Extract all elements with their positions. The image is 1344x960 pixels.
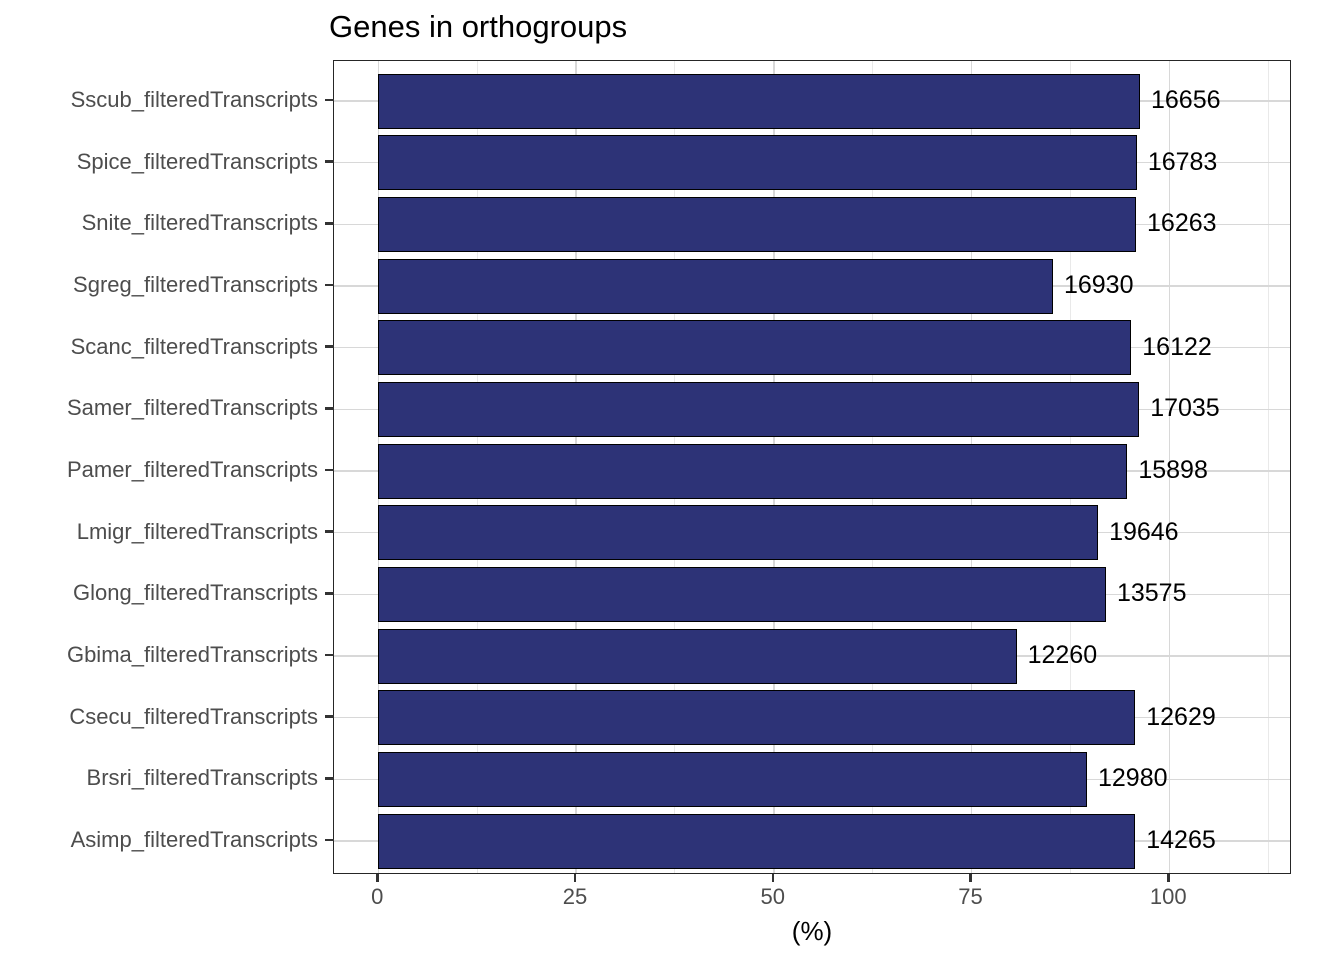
y-axis-label: Gbima_filteredTranscripts [66,642,318,668]
y-tick-mark [325,160,334,163]
y-tick-mark [325,653,334,657]
bar-value-label: 12980 [1097,764,1168,793]
bar-value-label: 16783 [1147,147,1218,176]
y-tick-mark [325,222,334,225]
chart-title: Genes in orthogroups [329,9,628,44]
bar-value-label: 15898 [1138,456,1208,485]
x-minor-gridline [1267,61,1269,873]
bar [378,135,1137,191]
bar-value-label: 13575 [1116,579,1187,608]
y-axis-label: Brsri_filteredTranscripts [86,765,318,791]
y-axis-label: Lmigr_filteredTranscripts [76,518,318,544]
bar-value-label: 19646 [1109,517,1179,546]
y-tick-mark [325,715,334,718]
bar-value-label: 16122 [1142,332,1212,361]
bar [378,628,1017,684]
y-axis-label: Snite_filteredTranscripts [81,210,318,236]
y-axis-label: Csecu_filteredTranscripts [69,703,318,729]
bar [378,751,1087,807]
x-axis-tick-label: 50 [760,884,785,909]
y-tick-mark [325,530,334,533]
x-axis-title: (%) [791,916,833,946]
x-major-gridline [1168,61,1170,873]
bar-value-label: 17035 [1150,394,1220,423]
bar [378,73,1140,129]
y-axis-label: Sgreg_filteredTranscripts [73,272,318,297]
bar [378,690,1136,746]
y-tick-mark [325,777,334,780]
bar [378,320,1132,376]
bar-value-label: 16930 [1063,271,1134,299]
y-tick-mark [325,838,334,842]
bar [378,813,1136,869]
bar-value-label: 12629 [1146,702,1216,731]
y-tick-mark [325,468,334,472]
bar-value-label: 12260 [1027,641,1098,670]
x-axis-tick-label: 100 [1149,884,1187,909]
y-axis-label: Scanc_filteredTranscripts [70,333,318,359]
bar [378,196,1137,252]
bar [378,566,1106,622]
y-tick-mark [325,283,334,287]
x-tick-mark [771,874,775,882]
x-tick-mark [1167,874,1170,882]
y-tick-mark [325,407,334,410]
y-axis-label: Samer_filteredTranscripts [66,395,318,421]
bar-value-label: 16656 [1150,86,1221,114]
x-tick-mark [573,874,577,882]
y-tick-mark [325,345,334,348]
bar [378,258,1053,314]
x-axis-tick-label: 75 [958,884,983,909]
x-axis-tick-label: 0 [371,884,384,909]
y-tick-mark [325,98,334,102]
bar-value-label: 16263 [1147,209,1217,238]
plot-panel [333,60,1291,874]
y-tick-mark [325,592,334,595]
y-axis-label: Sscub_filteredTranscripts [70,87,318,112]
x-tick-mark [376,874,379,882]
bar [378,505,1099,561]
y-axis-label: Spice_filteredTranscripts [76,148,318,174]
x-tick-mark [969,874,972,882]
y-axis-label: Glong_filteredTranscripts [73,580,318,606]
bar-value-label: 14265 [1146,826,1216,855]
x-axis-tick-label: 25 [562,884,588,909]
bar [378,381,1140,437]
bar [378,443,1128,499]
y-axis-label: Pamer_filteredTranscripts [66,457,318,483]
y-axis-label: Asimp_filteredTranscripts [70,827,318,853]
